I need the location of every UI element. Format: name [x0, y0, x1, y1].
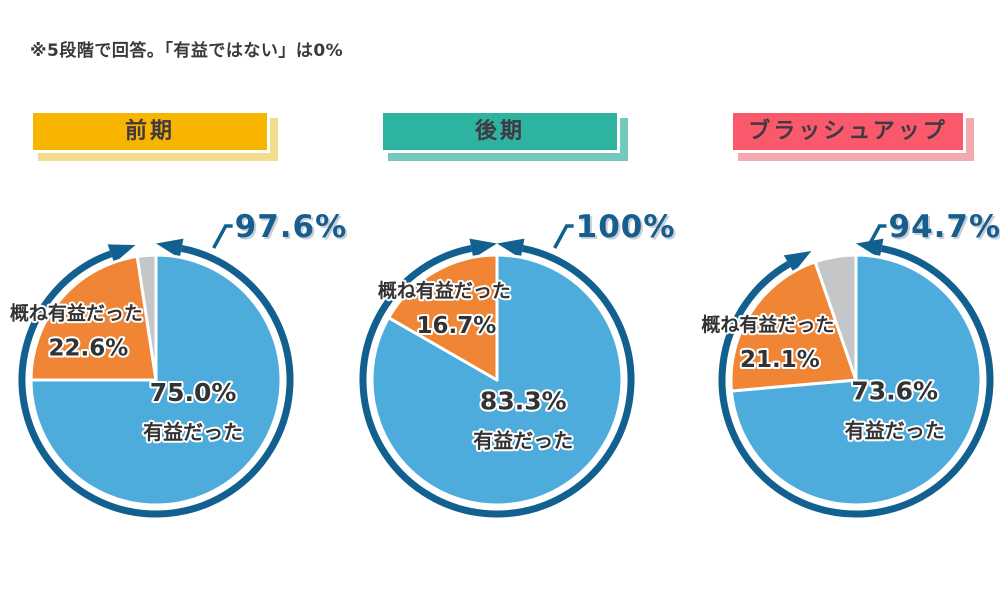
total-percent-label: 97.6% [235, 209, 348, 245]
slice-name-label: 有益だった [143, 420, 243, 444]
arrow-head-left [107, 244, 136, 264]
ring-arc [18, 245, 294, 518]
slice-name-label: 有益だった [473, 428, 573, 452]
pie-chart-2: 73.6% 有益だった 概ね有益だった 21.1% 94.7% [699, 209, 1000, 518]
arrow-head-right [856, 238, 884, 259]
slice-percent-label: 73.6% [851, 376, 938, 405]
callout-line [553, 224, 574, 249]
ring-arc [359, 245, 635, 518]
slice-name-label: 概ね有益だった [10, 302, 143, 325]
header-brushup: ブラッシュアップ [730, 110, 966, 153]
survey-note: ※5段階で回答。「有益ではない」は0% [30, 41, 344, 61]
slice-percent-label: 22.6% [48, 336, 128, 362]
pie-chart-1: 83.3% 有益だった 概ね有益だった 16.7% 100% [359, 209, 676, 518]
arrow-head-left [469, 238, 497, 259]
pie-2-slice-2 [813, 253, 858, 382]
slice-percent-label: 21.1% [740, 347, 820, 373]
pie-0-slice-2 [135, 253, 158, 382]
arrow-head-right [497, 238, 525, 259]
slice-name-label: 有益だった [845, 418, 945, 442]
ring-arc [718, 245, 994, 518]
header-zenki: 前期 [30, 110, 270, 153]
pie-1-slice-0 [370, 253, 624, 507]
slice-percent-label: 75.0% [150, 378, 237, 407]
pie-0-slice-0 [29, 253, 283, 507]
pie-chart-0: 75.0% 有益だった 概ね有益だった 22.6% 97.6% [8, 209, 348, 518]
header-kouki: 後期 [380, 110, 620, 153]
slice-name-label: 概ね有益だった [701, 313, 834, 336]
callout-line [865, 224, 887, 249]
slice-name-label: 概ね有益だった [378, 279, 511, 302]
arrow-head-left [783, 251, 812, 273]
slice-percent-label: 83.3% [480, 386, 567, 415]
slice-percent-label: 16.7% [417, 313, 497, 339]
total-percent-label: 100% [576, 209, 676, 245]
total-percent-label: 94.7% [889, 209, 1000, 245]
arrow-head-right [156, 238, 184, 259]
callout-line [212, 224, 233, 249]
pie-1-slice-1 [387, 253, 499, 382]
pie-0-slice-1 [29, 254, 158, 382]
